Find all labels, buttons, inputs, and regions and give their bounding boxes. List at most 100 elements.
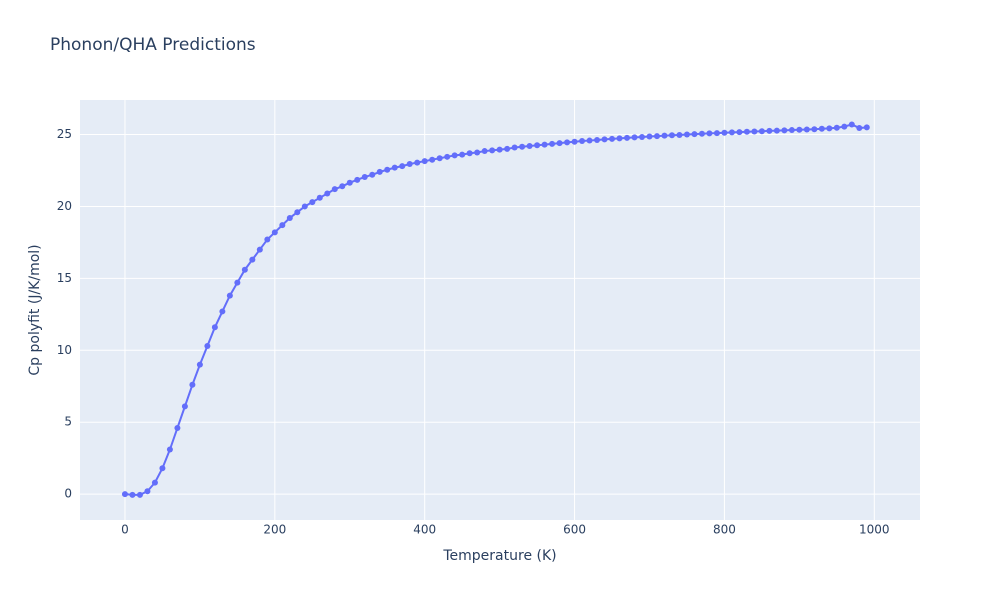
x-tick-label: 1000 [859,523,890,537]
data-point [241,266,248,273]
data-point [676,131,683,138]
y-tick-label: 10 [57,343,72,357]
data-point [863,124,870,131]
data-point [249,256,256,263]
data-point [766,127,773,134]
data-point [444,153,451,160]
data-point [376,168,383,175]
y-tick-label: 15 [57,271,72,285]
data-point [826,125,833,132]
data-point [384,166,391,173]
plot-area [80,100,920,520]
data-point [661,132,668,139]
data-point [556,140,563,147]
data-point [564,139,571,146]
data-point [429,156,436,163]
data-point [459,151,466,158]
data-point [174,424,181,431]
data-point [189,381,196,388]
data-point [534,142,541,149]
data-point [391,164,398,171]
data-point [286,214,293,221]
data-point [339,183,346,190]
data-point [414,159,421,166]
data-point [579,137,586,144]
data-point [571,138,578,145]
data-point [691,131,698,138]
data-point [196,361,203,368]
data-point [541,141,548,148]
data-point [698,130,705,137]
data-point [354,176,361,183]
data-point [309,199,316,206]
data-point [489,147,496,154]
data-point [399,163,406,170]
chart-title: Phonon/QHA Predictions [50,35,256,55]
data-point [504,145,511,152]
data-point [166,446,173,453]
x-tick-label: 400 [413,523,436,537]
y-axis-label: Cp polyfit (J/K/mol) [27,244,43,375]
data-point [421,158,428,165]
data-point [481,148,488,155]
data-point [301,203,308,210]
data-point [601,136,608,143]
data-point [811,126,818,133]
x-axis-label: Temperature (K) [442,548,556,564]
data-point [818,125,825,132]
y-tick-label: 25 [57,127,72,141]
data-point [466,150,473,157]
data-point [856,125,863,132]
data-point [609,135,616,142]
data-point [511,144,518,151]
data-point [346,179,353,186]
x-tick-label: 200 [263,523,286,537]
data-point [316,194,323,201]
data-point [211,324,218,331]
data-point [803,126,810,133]
data-point [219,308,226,315]
y-tick-label: 0 [64,487,72,501]
data-point [796,126,803,133]
x-tick-label: 600 [563,523,586,537]
data-point [758,128,765,135]
data-point [361,173,368,180]
data-point [549,140,556,147]
data-point [369,171,376,178]
data-point [234,279,241,286]
data-point [728,129,735,136]
data-point [436,155,443,162]
data-point [279,222,286,229]
series-line [124,123,867,496]
data-point [683,131,690,138]
data-point [121,491,128,498]
data-point [324,190,331,197]
data-point [736,129,743,136]
data-point [788,127,795,134]
data-point [594,136,601,143]
data-point [474,149,481,156]
data-point [631,134,638,141]
data-point [181,403,188,410]
data-point [159,465,166,472]
data-point [624,134,631,141]
data-point [496,146,503,153]
y-tick-label: 20 [57,199,72,213]
data-point [646,133,653,140]
data-point [144,488,151,495]
data-point [331,186,338,193]
data-point [743,128,750,135]
data-point [713,130,720,137]
data-point [638,133,645,140]
data-point [586,137,593,144]
data-point [271,229,278,236]
data-point [781,127,788,134]
data-point [833,124,840,131]
data-point [136,491,143,498]
y-tick-label: 5 [64,415,72,429]
data-point [406,161,413,168]
data-point [668,132,675,139]
data-point [841,123,848,130]
data-point [256,246,263,253]
